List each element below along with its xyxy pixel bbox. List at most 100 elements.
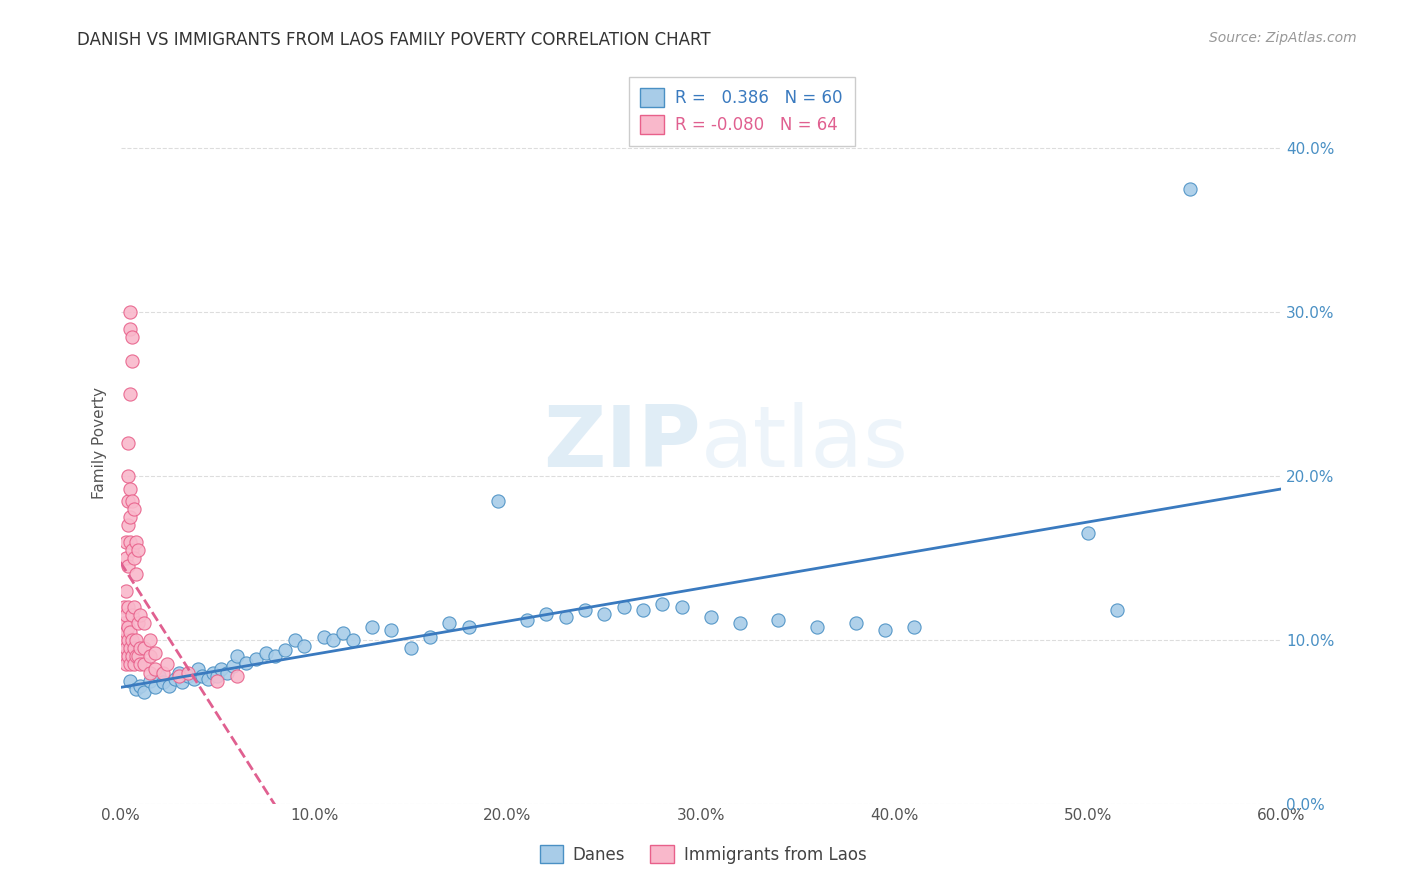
Point xyxy=(806,620,828,634)
Point xyxy=(112,649,135,664)
Point xyxy=(115,534,138,549)
Point xyxy=(209,662,232,676)
Point xyxy=(156,657,179,672)
Point xyxy=(245,652,267,666)
Point xyxy=(117,469,139,483)
Point xyxy=(127,649,149,664)
Point xyxy=(121,542,143,557)
Point xyxy=(671,600,693,615)
Point xyxy=(292,640,315,654)
Point xyxy=(125,567,148,582)
Point xyxy=(122,640,145,655)
Point xyxy=(120,640,142,655)
Point xyxy=(121,354,143,368)
Point xyxy=(254,646,277,660)
Point xyxy=(120,624,142,639)
Point xyxy=(120,387,142,401)
Point xyxy=(121,632,143,647)
Point xyxy=(121,649,143,664)
Point xyxy=(554,610,576,624)
Point xyxy=(128,679,150,693)
Legend: R =   0.386   N = 60, R = -0.080   N = 64: R = 0.386 N = 60, R = -0.080 N = 64 xyxy=(628,77,855,145)
Point xyxy=(380,623,402,637)
Point xyxy=(768,613,790,627)
Point xyxy=(117,649,139,664)
Point xyxy=(235,656,257,670)
Point xyxy=(115,624,138,639)
Point xyxy=(215,665,238,680)
Point xyxy=(728,616,751,631)
Point xyxy=(120,305,142,319)
Point xyxy=(125,649,148,664)
Point xyxy=(138,649,160,664)
Point xyxy=(225,649,247,664)
Point xyxy=(152,665,174,680)
Point xyxy=(534,607,557,621)
Point xyxy=(128,608,150,623)
Text: ZIP: ZIP xyxy=(543,401,702,484)
Point xyxy=(574,603,596,617)
Point xyxy=(120,321,142,335)
Point xyxy=(332,626,354,640)
Point xyxy=(132,685,155,699)
Point xyxy=(439,616,461,631)
Point xyxy=(122,550,145,565)
Point xyxy=(125,632,148,647)
Point xyxy=(128,657,150,672)
Point xyxy=(1077,526,1099,541)
Point xyxy=(115,640,138,655)
Point xyxy=(120,482,142,496)
Point xyxy=(132,616,155,631)
Point xyxy=(121,330,143,344)
Point xyxy=(177,665,200,680)
Point xyxy=(117,632,139,647)
Point xyxy=(177,669,200,683)
Point xyxy=(121,493,143,508)
Point xyxy=(143,681,166,695)
Point xyxy=(516,613,538,627)
Point xyxy=(163,672,186,686)
Legend: Danes, Immigrants from Laos: Danes, Immigrants from Laos xyxy=(533,838,873,871)
Point xyxy=(225,669,247,683)
Point xyxy=(121,608,143,623)
Text: atlas: atlas xyxy=(702,401,908,484)
Point xyxy=(202,665,225,680)
Point xyxy=(117,436,139,450)
Point xyxy=(312,630,335,644)
Point xyxy=(183,672,205,686)
Text: DANISH VS IMMIGRANTS FROM LAOS FAMILY POVERTY CORRELATION CHART: DANISH VS IMMIGRANTS FROM LAOS FAMILY PO… xyxy=(77,31,711,49)
Point xyxy=(264,649,287,664)
Point xyxy=(187,662,209,676)
Point xyxy=(143,662,166,676)
Point xyxy=(157,679,180,693)
Point xyxy=(873,623,896,637)
Point xyxy=(128,640,150,655)
Point xyxy=(486,493,509,508)
Point xyxy=(207,673,229,688)
Point xyxy=(457,620,479,634)
Point xyxy=(127,616,149,631)
Point xyxy=(117,620,139,634)
Point xyxy=(112,632,135,647)
Point xyxy=(117,493,139,508)
Point xyxy=(125,534,148,549)
Point xyxy=(120,657,142,672)
Point xyxy=(342,632,364,647)
Point xyxy=(322,632,344,647)
Text: Source: ZipAtlas.com: Source: ZipAtlas.com xyxy=(1209,31,1357,45)
Point xyxy=(361,620,384,634)
Point xyxy=(117,559,139,574)
Point xyxy=(167,665,190,680)
Point xyxy=(117,600,139,615)
Point xyxy=(651,597,673,611)
Y-axis label: Family Poverty: Family Poverty xyxy=(93,387,107,500)
Point xyxy=(115,583,138,598)
Point xyxy=(127,542,149,557)
Point xyxy=(148,669,170,683)
Point xyxy=(125,681,148,696)
Point xyxy=(903,620,925,634)
Point xyxy=(120,673,142,688)
Point xyxy=(167,669,190,683)
Point xyxy=(138,673,160,688)
Point xyxy=(120,534,142,549)
